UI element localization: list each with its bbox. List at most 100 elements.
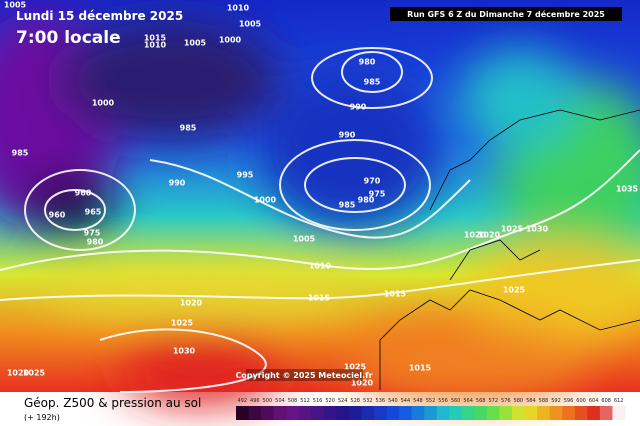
- colorbar-swatch: [273, 406, 287, 420]
- colorbar-swatch: [411, 406, 425, 420]
- isobar-label: 1025: [501, 225, 524, 234]
- isobar-label: 1010: [309, 262, 332, 271]
- colorbar-label: 504: [275, 398, 285, 404]
- colorbar-label: 588: [539, 398, 549, 404]
- colorbar-swatch: [424, 406, 438, 420]
- isobar-label: 1010: [227, 4, 250, 13]
- isobar-label: 1030: [526, 225, 549, 234]
- isobar-label: 980: [358, 196, 375, 205]
- colorbar-swatch: [599, 406, 613, 420]
- colorbar-swatch: [348, 406, 362, 420]
- colorbar-swatch: [236, 406, 250, 420]
- isobar-label: 1005: [4, 1, 27, 10]
- colorbar-label: 596: [564, 398, 574, 404]
- isobar-label: 1015: [144, 34, 167, 43]
- run: Run GFS 6 Z du Dimanche 7 décembre 2025: [407, 9, 605, 19]
- colorbar-label: 536: [376, 398, 386, 404]
- colorbar-label: 580: [514, 398, 524, 404]
- footer-title: Géop. Z500 & pression au sol: [24, 396, 201, 410]
- colorbar-label: 492: [238, 398, 248, 404]
- isobar-label: 1025: [23, 369, 46, 378]
- isobar-label: 1035: [616, 185, 639, 194]
- isobar-lines: [0, 47, 640, 393]
- colorbar-swatch: [474, 406, 488, 420]
- isobar-label: 965: [85, 208, 102, 217]
- isobar-label: 1020: [478, 231, 501, 240]
- colorbar-swatch: [436, 406, 450, 420]
- isobar-label: 1025: [503, 286, 526, 295]
- isobar-label: 985: [12, 149, 29, 158]
- colorbar-swatch: [286, 406, 300, 420]
- colorbar-swatch: [486, 406, 501, 420]
- time: 7:00 locale: [16, 28, 121, 48]
- colorbar-swatch: [386, 406, 400, 420]
- colorbar-swatch: [612, 406, 626, 420]
- isobar-label: 1025: [344, 363, 367, 372]
- colorbar-label: 500: [263, 398, 273, 404]
- colorbar-label: 608: [601, 398, 611, 404]
- colorbar-label: 544: [401, 398, 411, 404]
- colorbar-swatch: [261, 406, 275, 420]
- isobar-label: 985: [180, 124, 197, 133]
- isobar-label: 1010: [144, 41, 167, 50]
- isobar-label: 980: [87, 238, 104, 247]
- isobar-label: 1025: [171, 319, 194, 328]
- coastlines: [379, 109, 640, 390]
- isobar-label: 990: [169, 179, 186, 188]
- isobar-label: 980: [359, 58, 376, 67]
- colorbar-label: 592: [551, 398, 561, 404]
- colorbar-swatch: [562, 406, 576, 420]
- isobar-label: 975: [84, 229, 101, 238]
- colorbar-label: 560: [451, 398, 461, 404]
- colorbar-swatch: [323, 406, 337, 420]
- colorbar-label: 524: [338, 398, 348, 404]
- isobar-label: 960: [49, 211, 66, 220]
- isobar-label: 960: [75, 189, 92, 198]
- isobar-label: 1005: [239, 20, 262, 29]
- date: Lundi 15 décembre 2025: [16, 9, 183, 23]
- isobar-label: 970: [364, 177, 381, 186]
- isobar-label: 985: [339, 201, 356, 210]
- copyright-box: [246, 369, 363, 381]
- isobar-label: 1015: [308, 294, 331, 303]
- colorbar-label: 576: [501, 398, 511, 404]
- footer-lead: (+ 192h): [24, 413, 60, 422]
- colorbar-swatch: [399, 406, 413, 420]
- isobar-label: 995: [237, 171, 254, 180]
- colorbar-label: 584: [526, 398, 536, 404]
- colorbar-label: 556: [438, 398, 448, 404]
- colorbar-swatch: [549, 406, 563, 420]
- colorbar-label: 564: [463, 398, 473, 404]
- colorbar-swatch: [311, 406, 325, 420]
- isobar-label: 990: [350, 103, 367, 112]
- isobar-label: 975: [369, 190, 386, 199]
- isobar-label: 1015: [384, 290, 407, 299]
- colorbar-swatch: [512, 406, 526, 420]
- colorbar-label: 604: [589, 398, 599, 404]
- isobar-label: 1000: [219, 36, 242, 45]
- isobar-label: 1030: [173, 347, 196, 356]
- isobar-label: 1020: [351, 379, 374, 388]
- isobar-label: 990: [339, 131, 356, 140]
- colorbar-swatch: [449, 406, 463, 420]
- colorbar-swatch: [574, 406, 588, 420]
- colorbar-swatch: [461, 406, 475, 420]
- colorbar-swatch: [248, 406, 262, 420]
- copyright: Copyright © 2025 Meteociel.fr: [235, 371, 372, 380]
- isobar-label: 1005: [293, 235, 316, 244]
- colorbar-label: 540: [388, 398, 398, 404]
- colorbar-label: 508: [288, 398, 298, 404]
- colorbar-label: 568: [476, 398, 486, 404]
- colorbar: 492 496 500 504 508 512 516 520 524 528 532 536 540 5…: [236, 398, 626, 420]
- colorbar-label: 496: [250, 398, 260, 404]
- isobar-label: 985: [364, 78, 381, 87]
- colorbar-label: 520: [325, 398, 335, 404]
- colorbar-label: 516: [313, 398, 323, 404]
- isobar-label: 1020: [7, 369, 30, 378]
- colorbar-label: 532: [363, 398, 373, 404]
- colorbar-swatch: [524, 406, 538, 420]
- isobar-label: 1015: [409, 364, 432, 373]
- colorbar-swatch: [499, 406, 513, 420]
